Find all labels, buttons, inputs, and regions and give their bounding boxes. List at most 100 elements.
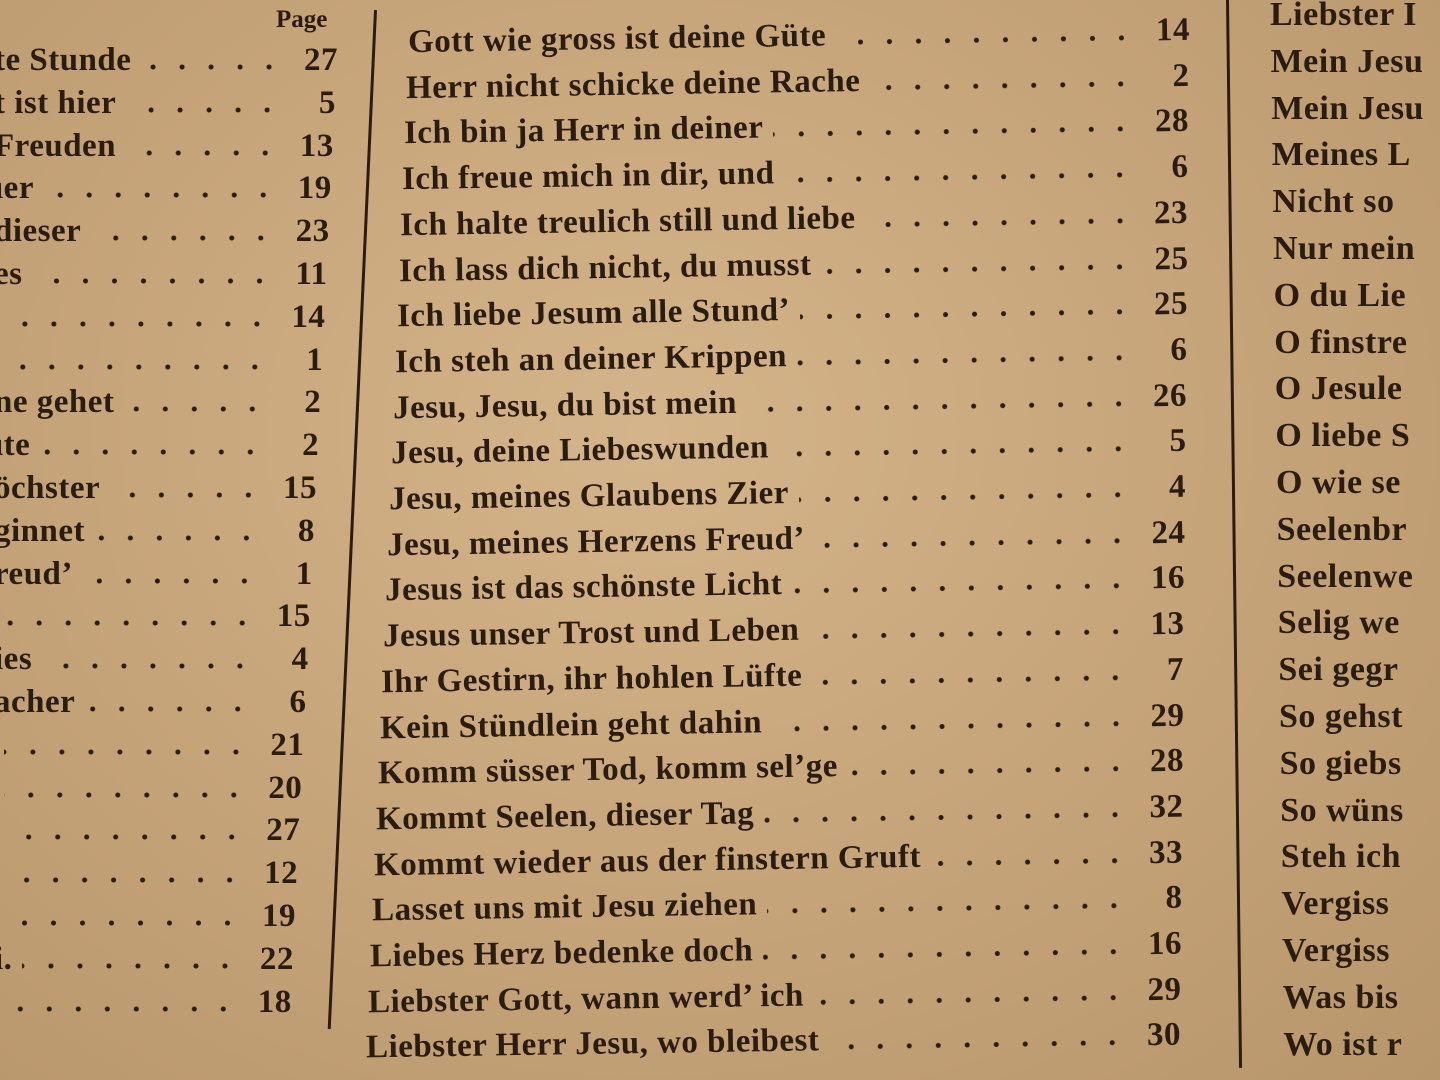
index-entry: ies 4	[0, 641, 309, 678]
entry-page-number: 1	[306, 341, 324, 378]
dot-leader	[773, 126, 1136, 138]
index-entry: ne gehet 2	[0, 384, 321, 421]
dot-leader	[746, 400, 1133, 413]
index-entry: es 11	[0, 256, 328, 293]
dot-leader	[771, 720, 1131, 732]
index-entry: Ich bin ja Herr in deiner 28	[404, 103, 1189, 152]
entry-title: reud’	[0, 555, 73, 592]
index-entry: Mein Jesu	[1271, 90, 1424, 128]
entry-title: Wo ist r	[1283, 1025, 1403, 1063]
entry-page-number: 28	[1149, 742, 1184, 780]
entry-page-number: 20	[268, 769, 303, 806]
index-entry: So wüns	[1280, 792, 1404, 830]
entry-title: Liebes Herz bedenke doch	[369, 932, 754, 975]
entry-title: ıte	[0, 427, 31, 464]
entry-page-number: 6	[289, 684, 307, 720]
entry-page-number: 13	[299, 127, 334, 164]
entry-title: Seelenwe	[1277, 557, 1414, 595]
entry-page-number: 19	[297, 170, 332, 207]
dot-leader	[847, 765, 1130, 777]
dot-leader	[4, 748, 251, 755]
index-entry: Nur mein	[1273, 230, 1415, 268]
entry-page-number: 4	[1168, 468, 1187, 506]
entry-title: So wüns	[1280, 791, 1404, 829]
entry-title: t ist hier	[0, 84, 117, 121]
entry-title: Seelenbr	[1276, 510, 1408, 548]
index-entry: Liebster I	[1270, 0, 1417, 34]
index-entry: Ich freue mich in dir, und 6	[402, 149, 1189, 198]
index-entry: Jesu, meines Herzens Freud’ 24	[387, 514, 1186, 564]
index-entry: Selig we	[1278, 604, 1400, 642]
entry-page-number: 14	[1155, 11, 1191, 49]
index-entry: O liebe S	[1275, 417, 1410, 455]
entry-title: Nur mein	[1273, 230, 1416, 267]
entry-page-number: 18	[257, 983, 292, 1020]
dot-leader	[796, 354, 1134, 366]
dot-leader	[95, 534, 261, 541]
dot-leader	[4, 363, 270, 370]
index-entry: i. 22	[0, 941, 294, 978]
dot-leader	[40, 449, 266, 456]
index-entry: Kommt wieder aus der finstern Gruft 33	[374, 834, 1183, 884]
dot-leader	[799, 308, 1134, 321]
entry-title: öchster	[0, 470, 101, 506]
entry-page-number: 25	[1153, 240, 1189, 277]
index-entry: Vergiss	[1282, 932, 1390, 970]
entry-title: So giebs	[1279, 744, 1402, 782]
dot-leader	[22, 962, 240, 969]
entry-page-number: 2	[304, 384, 322, 421]
index-entry: Jesu, meines Glaubens Zier 4	[389, 469, 1186, 519]
entry-page-number: 16	[1147, 925, 1183, 963]
entry-title: O Jesule	[1274, 370, 1403, 408]
entry-page-number: 2	[1172, 57, 1190, 94]
entry-title: ginnet	[0, 512, 86, 549]
entry-page-number: 6	[1169, 331, 1188, 368]
entry-title: Kein Stündlein geht dahin	[379, 703, 762, 746]
entry-page-number: 30	[1146, 1016, 1182, 1054]
index-entry: t ist hier 5	[0, 85, 336, 122]
entry-title: Nicht so	[1272, 183, 1395, 221]
index-entry: Vergiss	[1281, 885, 1389, 923]
index-entry: O du Lie	[1274, 277, 1406, 315]
entry-title: Steh ich	[1280, 838, 1401, 876]
entry-page-number: 16	[1150, 560, 1186, 597]
index-entry: Sei gegr	[1278, 651, 1398, 689]
dot-leader	[798, 491, 1133, 503]
entry-page-number: 23	[295, 213, 330, 250]
entry-page-number: 29	[1147, 971, 1182, 1008]
index-entry: dieser 23	[0, 213, 330, 250]
index-entry: Was bis	[1283, 979, 1399, 1017]
entry-title: Meines L	[1271, 136, 1411, 174]
entry-title: Jesu, meines Glaubens Zier	[388, 474, 790, 518]
entry-title: Jesu, deine Liebeswunden	[390, 429, 769, 472]
entry-title: acher	[0, 684, 76, 720]
dot-leader	[812, 674, 1131, 686]
page-column-header: Page	[276, 6, 328, 33]
entry-page-number: 22	[259, 940, 294, 977]
index-entry: Kommt Seelen, dieser Tag 32	[375, 789, 1183, 839]
entry-title: O finstre	[1274, 323, 1408, 361]
entry-page-number: 13	[1150, 605, 1186, 643]
entry-title: Was bis	[1282, 978, 1399, 1016]
entry-title: Liebster I	[1270, 0, 1417, 33]
entry-page-number: 6	[1171, 148, 1190, 186]
entry-title: i.	[0, 940, 13, 977]
entry-title: Jesu, meines Herzens Freud’	[386, 520, 806, 563]
index-entry: Nicht so	[1272, 183, 1394, 221]
entry-title: Ich halte treulich still und liebe	[400, 199, 857, 243]
entry-page-number: 28	[1154, 103, 1190, 140]
entry-title: Kommt wieder aus der finstern Gruft	[373, 838, 922, 883]
entry-title: ne gehet	[0, 384, 115, 421]
entry-title: te Stunde	[0, 42, 132, 78]
entry-title: Jesus ist das schönste Licht	[384, 566, 783, 609]
index-entry: Herr nicht schicke deine Rache 2	[406, 58, 1190, 107]
index-entry: 21	[0, 727, 304, 764]
index-entry: ıte 2	[0, 427, 319, 464]
index-entry: öchster 15	[0, 470, 317, 507]
dot-leader	[778, 445, 1133, 458]
index-entry: Wo ist r	[1283, 1026, 1402, 1064]
entry-title: ies	[0, 641, 33, 678]
dot-leader	[126, 106, 282, 113]
entry-title: Mein Jesu	[1271, 89, 1424, 127]
dot-leader	[91, 235, 276, 242]
